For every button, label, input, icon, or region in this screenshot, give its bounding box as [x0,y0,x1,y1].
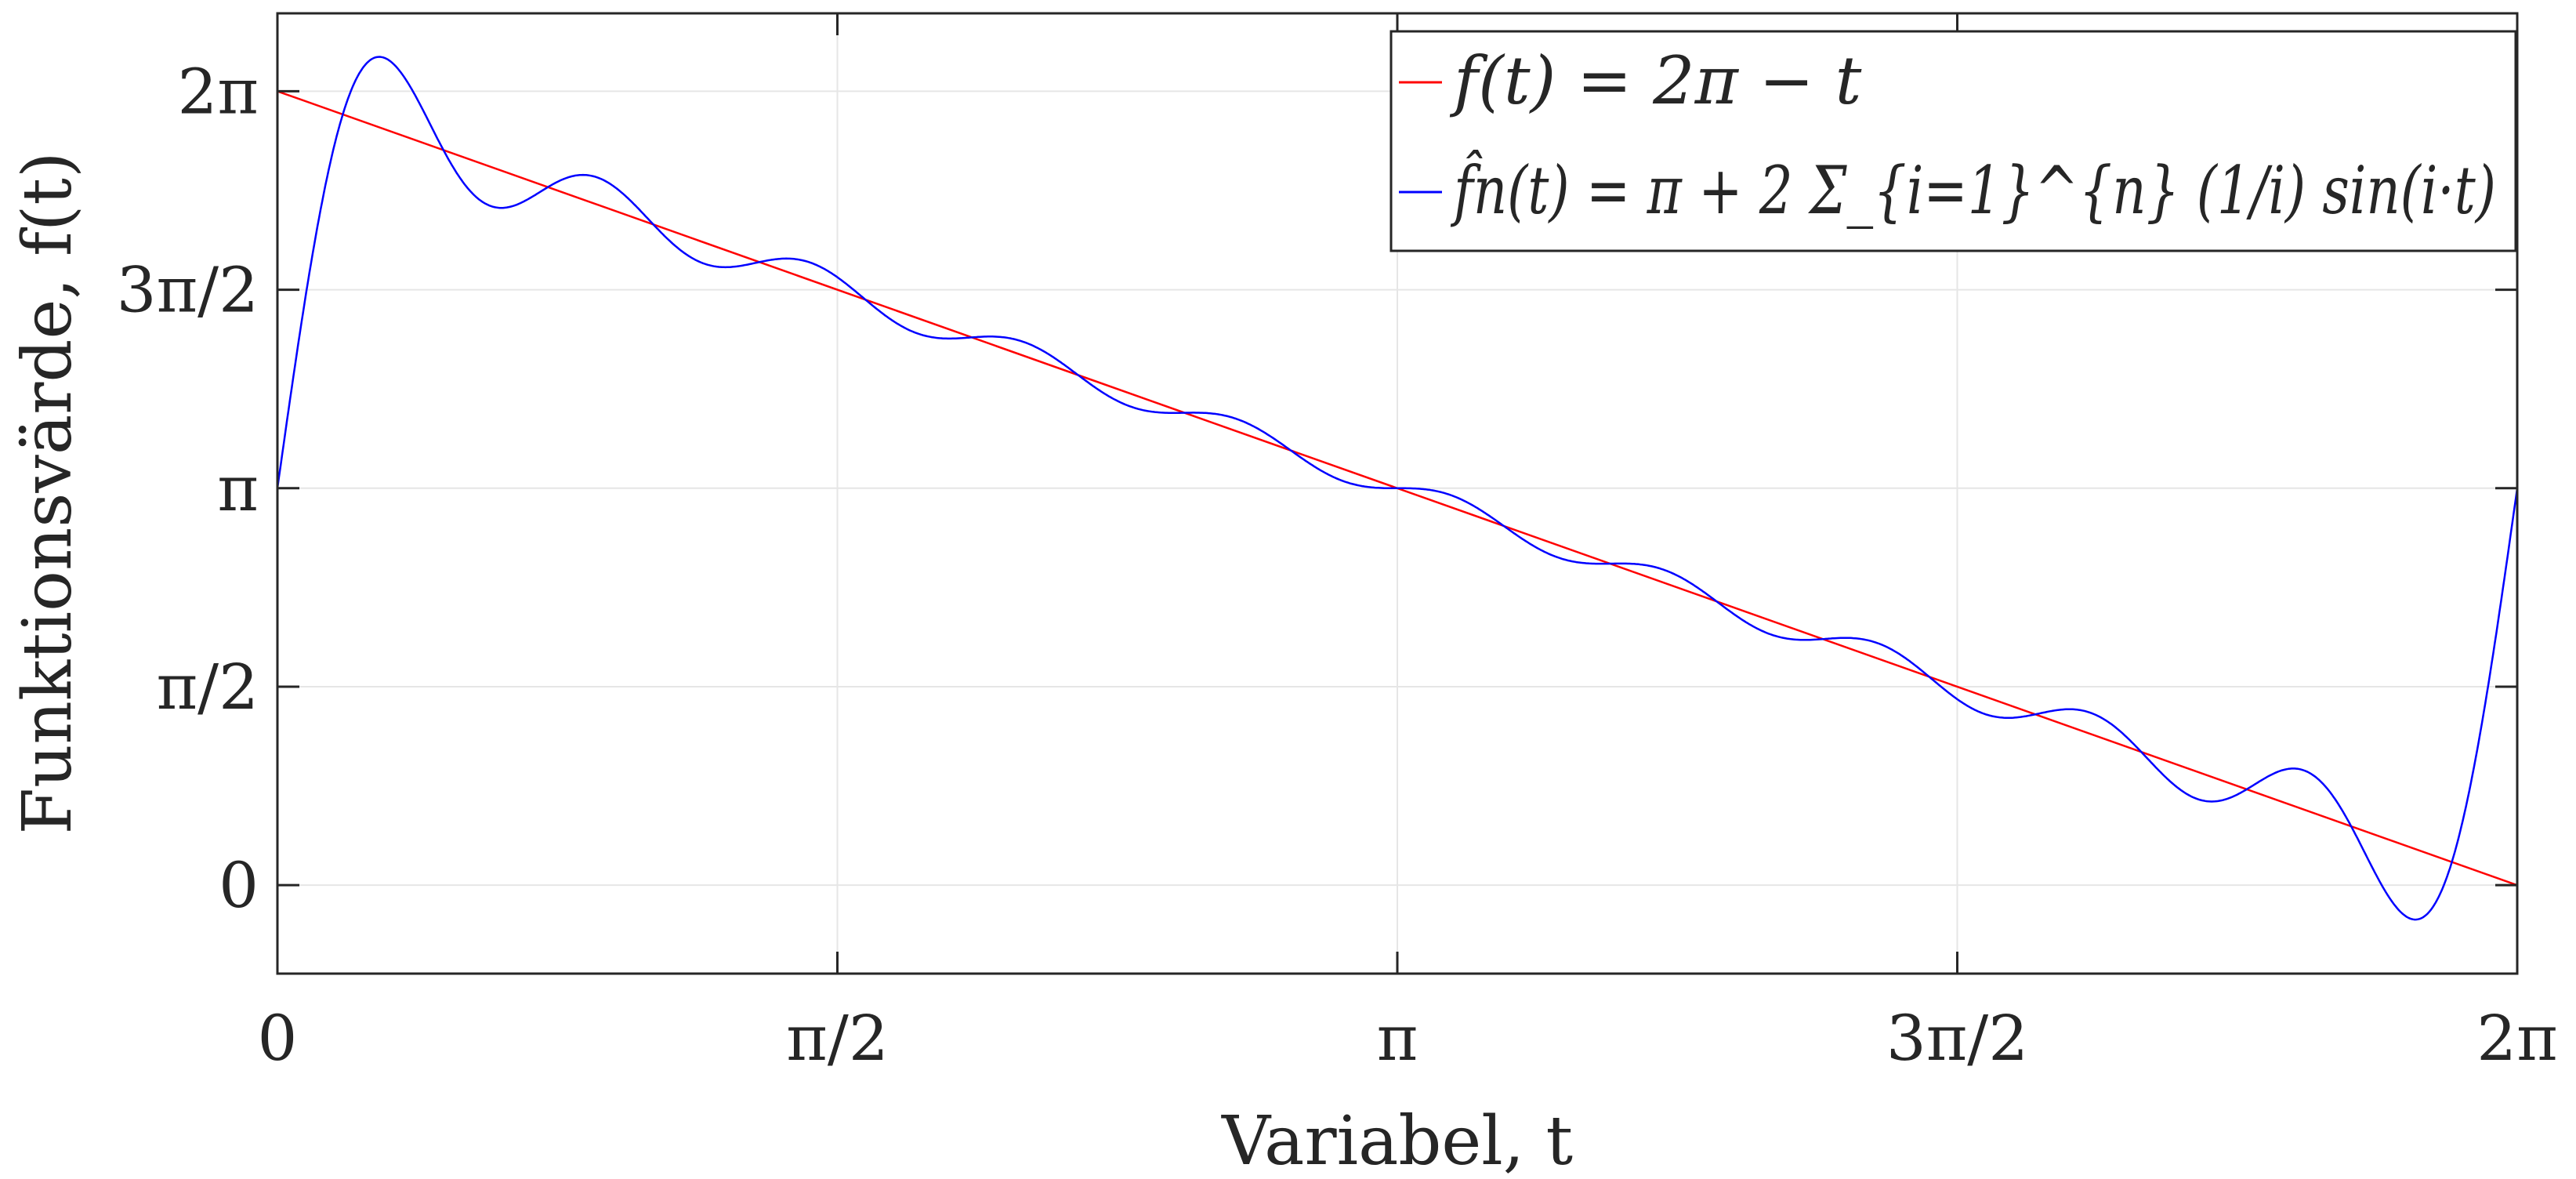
legend-label-linear: f(t) = 2π − t [1449,42,1862,119]
y-tick-label: π/2 [157,651,259,724]
x-tick-label: 0 [258,1002,298,1075]
y-tick-label: 0 [219,849,259,922]
y-tick-label: π [217,452,259,525]
x-tick-label: π/2 [786,1002,888,1075]
y-tick-label: 3π/2 [117,254,259,327]
legend: f(t) = 2π − t f̂n(t) = π + 2 Σ_{i=1}^{n}… [1389,30,2517,252]
series-group [276,56,2519,921]
y-axis-label: Funktionsvärde, f(t) [9,151,87,834]
tick-labels: 0 π/2 π 3π/2 2π 0 π/2 π 3π/2 2π [117,55,2558,1075]
legend-box [1389,30,2517,252]
x-tick-label: π [1377,1002,1418,1075]
y-tick-label: 2π [178,55,259,128]
fourier-approximation-line [276,56,2519,921]
x-tick-label: 2π [2476,1002,2557,1075]
tick-marks [276,13,2519,974]
x-tick-label: 3π/2 [1886,1002,2028,1075]
legend-label-fourier: f̂n(t) = π + 2 Σ_{i=1}^{n} (1/i) sin(i·t… [1450,150,2496,229]
x-axis-label: Variabel, t [1221,1102,1573,1179]
